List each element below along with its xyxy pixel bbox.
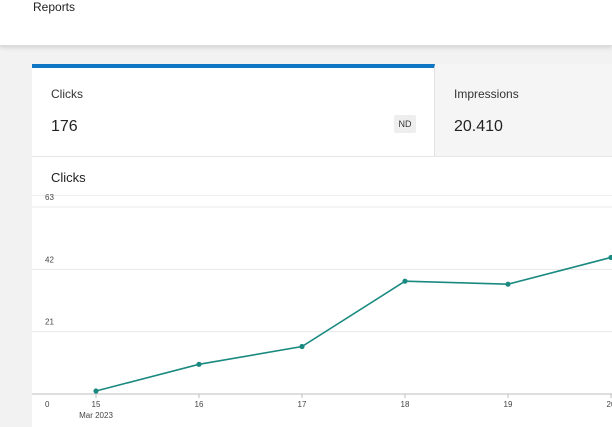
kpi-tab-clicks[interactable]: Clicks 176 ND [32,64,435,156]
kpi-clicks-label: Clicks [51,87,83,101]
x-tick-label: 15 [92,400,101,409]
data-point [196,361,202,367]
x-tick-label: 19 [504,400,513,409]
data-point [93,388,99,394]
chart-title: Clicks [51,170,86,185]
x-tick-sublabel: Mar 2023 [79,411,113,420]
series-line [95,256,612,392]
app-header: Reports [0,0,612,46]
x-tick-label: 18 [401,400,410,409]
page-title: Reports [33,0,76,14]
kpi-divider [32,156,612,157]
data-point [299,343,305,350]
x-tick-label: 16 [195,400,204,409]
clicks-line-chart: 0 21 42 63 15 Mar 2023 16 17 18 19 20 [32,193,612,420]
data-point [608,254,612,261]
x-tick-label: 20 [607,400,612,409]
y-tick-label: 21 [45,318,54,327]
chart-title-divider [32,195,612,196]
kpi-impressions-label: Impressions [454,87,519,101]
nd-badge: ND [394,115,416,133]
y-tick-label: 0 [45,400,50,409]
report-panel: Clicks 176 ND Impressions 20.410 Clicks … [32,64,612,427]
kpi-clicks-value: 176 [51,118,78,135]
data-point [402,278,408,284]
y-tick-label: 63 [45,193,54,202]
y-tick-label: 42 [45,255,54,264]
data-point [505,281,511,287]
kpi-impressions-value: 20.410 [454,118,503,135]
x-tick-label: 17 [298,400,307,409]
kpi-tab-impressions[interactable]: Impressions 20.410 [435,64,612,156]
